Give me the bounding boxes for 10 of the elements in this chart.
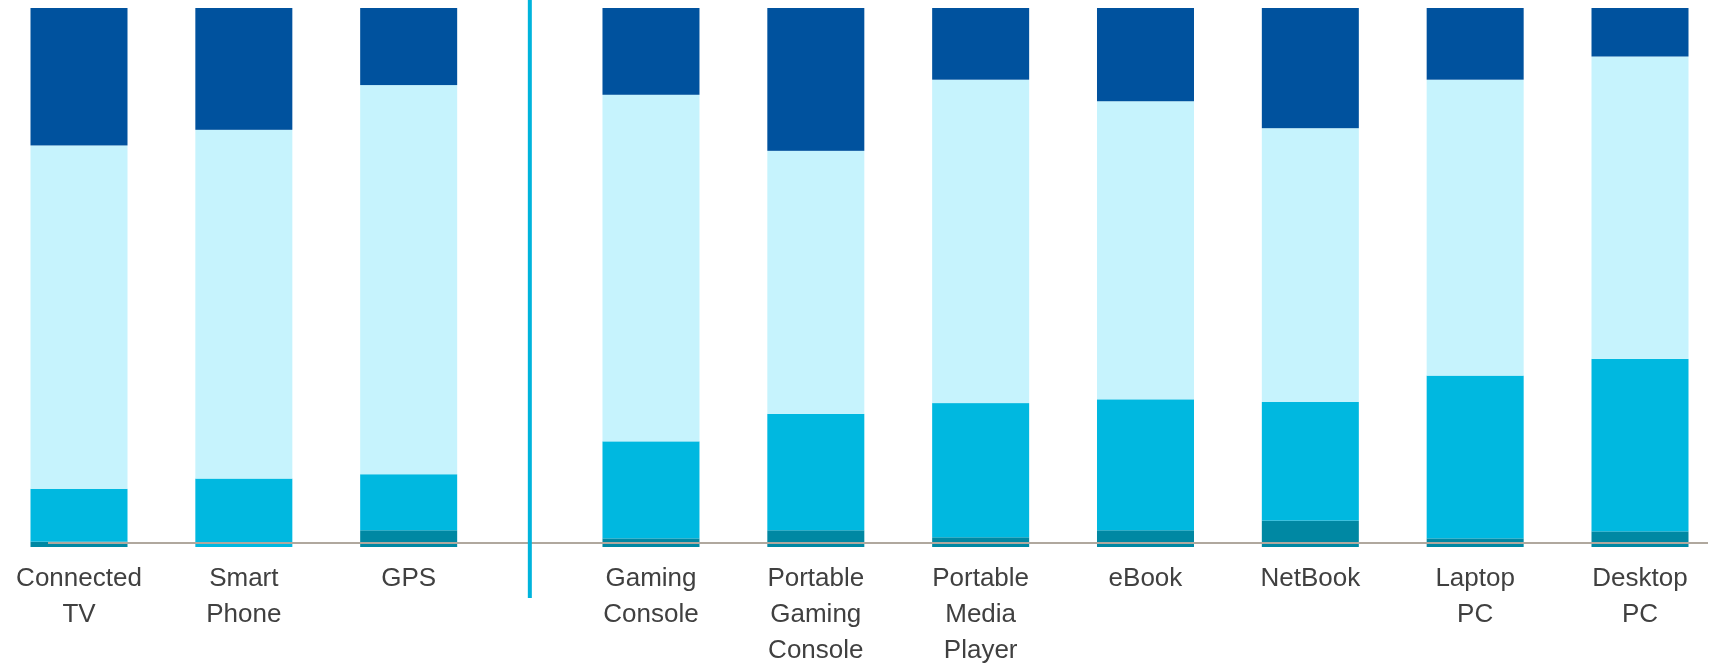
- x-tick-label: Portable Media Player: [932, 562, 1030, 664]
- x-tick-label: eBook: [1108, 562, 1184, 592]
- x-tick-label: NetBook: [1260, 562, 1362, 592]
- x-tick-label: Desktop PC: [1592, 562, 1688, 628]
- x-tick-label: Smart Phone: [206, 562, 282, 628]
- x-tick-label: Connected TV: [16, 562, 142, 628]
- x-tick-label: Gaming Console: [603, 562, 699, 628]
- x-tick-label: Portable Gaming Console: [767, 562, 865, 664]
- x-tick-label: GPS: [381, 562, 437, 592]
- x-tick-label: Laptop PC: [1435, 562, 1515, 628]
